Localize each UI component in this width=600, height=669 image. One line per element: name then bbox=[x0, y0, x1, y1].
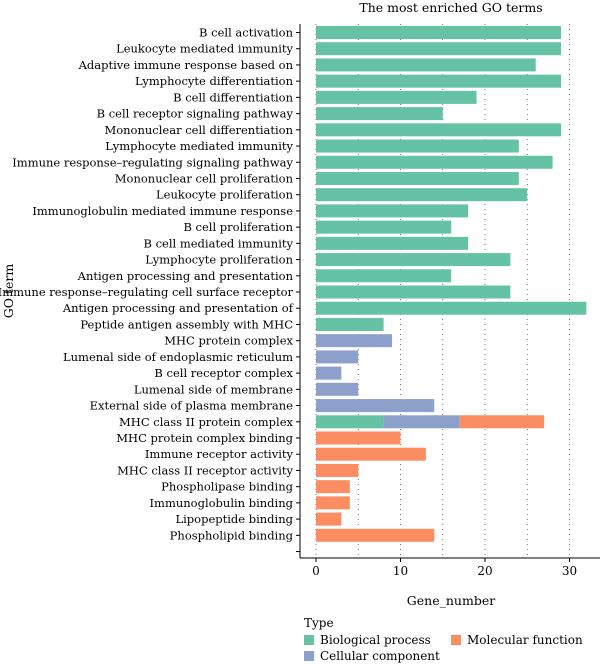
legend-label-molecular-function: Molecular function bbox=[467, 633, 583, 647]
bar-cellular-component-b-cell-receptor-complex bbox=[316, 366, 342, 380]
y-tick-label: Lymphocyte proliferation bbox=[145, 253, 293, 267]
y-tick-label: Phospholipid binding bbox=[170, 528, 294, 542]
legend-swatch-biological-process bbox=[304, 635, 314, 645]
bar-biological-process-mononuclear-cell-differentiation bbox=[316, 123, 562, 137]
bar-cellular-component-external-side-of-plasma-membrane bbox=[316, 399, 435, 413]
bar-molecular-function-immune-receptor-activity bbox=[316, 447, 426, 461]
y-tick-labels: B cell activation Leukocyte mediated immu… bbox=[0, 26, 300, 553]
legend: Type Biological process Molecular functio… bbox=[304, 616, 583, 663]
x-tick-label: 20 bbox=[477, 564, 492, 578]
bar-cellular-component-lumenal-side-of-membrane bbox=[316, 382, 359, 396]
bar-biological-process-b-cell-activation bbox=[316, 26, 562, 39]
bar-biological-process-immunoglobulin-mediated-immune-response bbox=[316, 204, 469, 218]
y-tick-label: B cell receptor signaling pathway bbox=[97, 107, 294, 121]
y-tick-label: Phospholipase binding bbox=[161, 480, 293, 494]
y-tick-label: Adaptive immune response based on bbox=[78, 58, 294, 72]
bar-biological-process-b-cell-differentiation bbox=[316, 90, 477, 104]
x-tick-label: 10 bbox=[393, 564, 408, 578]
bar-molecular-function-mhc-protein-complex-binding bbox=[316, 431, 401, 445]
y-tick-label: Lumenal side of endoplasmic reticulum bbox=[63, 350, 293, 364]
y-tick-label: B cell activation bbox=[199, 26, 294, 40]
bar-biological-process-leukocyte-mediated-immunity bbox=[316, 42, 562, 56]
y-tick-label: B cell proliferation bbox=[183, 220, 293, 234]
bar-biological-process-mononuclear-cell-proliferation bbox=[316, 171, 519, 185]
bar-molecular-function-phospholipid-binding bbox=[316, 528, 435, 542]
bar-molecular-function-immunoglobulin-binding bbox=[316, 496, 350, 510]
y-tick-label: Leukocyte mediated immunity bbox=[116, 42, 293, 56]
bar-biological-process-immune-response-regulating-cell-surface-receptor bbox=[316, 285, 511, 299]
x-tick-label: 30 bbox=[562, 564, 577, 578]
bar-biological-process-b-cell-receptor-signaling-pathway bbox=[316, 107, 443, 121]
y-tick-label: MHC class II protein complex bbox=[119, 415, 293, 429]
y-tick-label: MHC class II receptor activity bbox=[117, 463, 293, 477]
legend-label-biological-process: Biological process bbox=[320, 633, 431, 647]
bar-biological-process-lymphocyte-proliferation bbox=[316, 253, 511, 267]
legend-title: Type bbox=[304, 616, 334, 630]
y-tick-label: Mononuclear cell proliferation bbox=[115, 171, 294, 185]
bar-biological-process-b-cell-mediated-immunity bbox=[316, 236, 469, 250]
y-tick-label: MHC protein complex bbox=[164, 334, 293, 348]
bar-biological-process-adaptive-immune-response-based-on bbox=[316, 58, 536, 72]
y-tick-label: Immunoglobulin binding bbox=[150, 496, 294, 510]
bar-biological-process-peptide-antigen-assembly-with-mhc bbox=[316, 317, 384, 331]
bar-molecular-function-mhc-class-ii-protein-complex bbox=[459, 415, 545, 429]
legend-swatch-molecular-function bbox=[451, 635, 461, 645]
bar-molecular-function-phospholipase-binding bbox=[316, 480, 350, 494]
x-axis-title: Gene_number bbox=[407, 593, 495, 608]
bar-biological-process-mhc-class-ii-protein-complex bbox=[316, 415, 384, 429]
y-tick-label: B cell receptor complex bbox=[154, 366, 293, 380]
bar-molecular-function-mhc-class-ii-receptor-activity bbox=[316, 463, 359, 477]
y-tick-label: External side of plasma membrane bbox=[90, 399, 294, 413]
x-tick-label: 0 bbox=[312, 564, 320, 578]
y-tick-label: Mononuclear cell differentiation bbox=[104, 123, 293, 137]
bars-group bbox=[316, 26, 587, 542]
y-tick-label: Lumenal side of membrane bbox=[134, 382, 293, 396]
y-tick-label: Leukocyte proliferation bbox=[156, 188, 294, 202]
chart-title: The most enriched GO terms bbox=[359, 0, 542, 15]
y-tick-label: B cell differentiation bbox=[173, 90, 293, 104]
y-tick-label: Immune receptor activity bbox=[145, 447, 294, 461]
y-tick-label: Immune response–regulating cell surface … bbox=[0, 285, 293, 299]
y-tick-label: Lymphocyte mediated immunity bbox=[105, 139, 293, 153]
bar-cellular-component-lumenal-side-of-endoplasmic-reticulum bbox=[316, 350, 359, 364]
bar-biological-process-leukocyte-proliferation bbox=[316, 188, 528, 202]
bar-cellular-component-mhc-class-ii-protein-complex bbox=[383, 415, 460, 429]
y-tick-label: Antigen processing and presentation bbox=[77, 269, 294, 283]
bar-biological-process-lymphocyte-mediated-immunity bbox=[316, 139, 519, 153]
bar-biological-process-immune-response-regulating-signaling-pathway bbox=[316, 155, 553, 169]
legend-label-cellular-component: Cellular component bbox=[320, 649, 440, 663]
y-tick-label: Lymphocyte differentiation bbox=[135, 74, 294, 88]
y-tick-label: MHC protein complex binding bbox=[116, 431, 293, 445]
bar-biological-process-lymphocyte-differentiation bbox=[316, 74, 562, 88]
y-tick-label: Immune response–regulating signaling pat… bbox=[12, 155, 293, 169]
bar-biological-process-antigen-processing-and-presentation bbox=[316, 269, 452, 283]
y-axis-title: GO term bbox=[1, 264, 16, 319]
bar-biological-process-antigen-processing-and-presentation-of bbox=[316, 301, 587, 315]
y-tick-label: Antigen processing and presentation of bbox=[62, 301, 294, 315]
x-axis-ticks: 0 10 20 30 bbox=[312, 558, 577, 578]
y-tick-label: Immunoglobulin mediated immune response bbox=[32, 204, 293, 218]
y-tick-label: B cell mediated immunity bbox=[143, 236, 293, 250]
y-tick-label: Peptide antigen assembly with MHC bbox=[80, 317, 293, 331]
legend-swatch-cellular-component bbox=[304, 651, 314, 661]
bar-cellular-component-mhc-protein-complex bbox=[316, 334, 393, 348]
bar-biological-process-b-cell-proliferation bbox=[316, 220, 452, 234]
bar-molecular-function-lipopeptide-binding bbox=[316, 512, 342, 526]
y-tick-label: Lipopeptide binding bbox=[175, 512, 293, 526]
